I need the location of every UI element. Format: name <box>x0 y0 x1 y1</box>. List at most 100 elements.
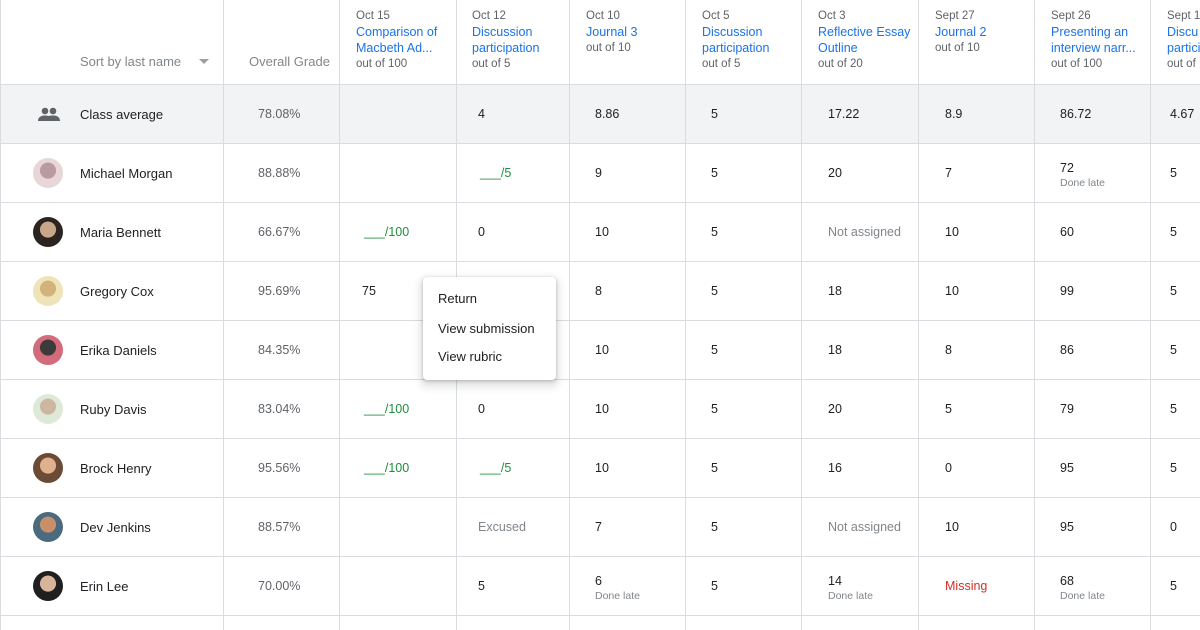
student-name[interactable]: Maria Bennett <box>80 225 161 240</box>
student-overall-grade: 95.69% <box>258 284 301 298</box>
grade-cell[interactable]: 10 <box>945 284 959 298</box>
grade-cell[interactable]: 5 <box>478 579 485 593</box>
menu-item-return[interactable]: Return <box>438 291 478 306</box>
assignment-date: Oct 12 <box>472 10 506 22</box>
grade-cell[interactable]: 5 <box>1170 579 1177 593</box>
student-avatar <box>33 335 63 365</box>
grade-cell[interactable]: 95 <box>1060 520 1074 534</box>
assignment-title-link[interactable]: Reflective Essay Outline <box>818 25 911 55</box>
student-avatar <box>33 217 63 247</box>
grade-cell[interactable]: 20 <box>828 166 842 180</box>
grade-cell[interactable]: 10 <box>945 225 959 239</box>
student-name[interactable]: Ruby Davis <box>80 402 147 417</box>
grade-cell[interactable]: 9 <box>595 166 602 180</box>
sort-dropdown[interactable]: Sort by last name <box>80 54 210 69</box>
assignment-title-link[interactable]: Discussion participation <box>472 25 540 55</box>
menu-item-view-rubric[interactable]: View rubric <box>438 349 503 364</box>
assignment-title-link[interactable]: Journal 3 <box>586 25 638 39</box>
grade-cell[interactable]: 10 <box>595 225 609 239</box>
assignment-title-link[interactable]: Presenting an interview narr... <box>1051 25 1136 55</box>
student-name[interactable]: Gregory Cox <box>80 284 154 299</box>
grade-cell[interactable]: 0 <box>478 225 485 239</box>
grade-cell[interactable]: 5 <box>1170 343 1177 357</box>
grade-cell[interactable]: 18 <box>828 284 842 298</box>
grade-cell[interactable]: 5 <box>1170 461 1177 475</box>
grade-cell[interactable]: ___/100 <box>364 225 409 239</box>
assignment-title-link[interactable]: Discu partici <box>1167 25 1200 55</box>
grade-value: 0 <box>478 402 485 416</box>
grade-cell[interactable]: 99 <box>1060 284 1074 298</box>
grade-cell[interactable]: 75 <box>362 284 376 298</box>
grade-cell[interactable]: 60 <box>1060 225 1074 239</box>
grade-cell[interactable]: 5 <box>711 343 718 357</box>
grade-cell[interactable]: 5 <box>1170 225 1177 239</box>
grade-cell[interactable]: 5 <box>711 402 718 416</box>
grade-cell[interactable]: ___/100 <box>364 461 409 475</box>
grade-cell[interactable]: ___/5 <box>480 461 511 475</box>
grade-cell[interactable]: 72 Done late <box>1060 161 1105 189</box>
assignment-points: out of 100 <box>1051 58 1103 70</box>
grade-cell[interactable]: 5 <box>711 579 718 593</box>
grade-cell[interactable]: 10 <box>945 520 959 534</box>
grade-cell[interactable]: 20 <box>828 402 842 416</box>
assignment-header: Oct 5 Discussion participation out of 5 <box>702 8 810 72</box>
assignment-points: out of 10 <box>586 42 631 54</box>
grade-cell[interactable]: 95 <box>1060 461 1074 475</box>
grade-cell[interactable]: 7 <box>945 166 952 180</box>
grade-cell[interactable]: 5 <box>1170 284 1177 298</box>
grade-cell[interactable]: 5 <box>711 461 718 475</box>
grade-cell[interactable]: 0 <box>945 461 952 475</box>
grade-cell[interactable]: 5 <box>711 284 718 298</box>
grade-cell[interactable]: 0 <box>478 402 485 416</box>
student-avatar <box>33 276 63 306</box>
grade-cell[interactable]: 0 <box>1170 520 1177 534</box>
grade-cell[interactable]: 79 <box>1060 402 1074 416</box>
missing-grade-cell[interactable]: Missing <box>945 579 987 593</box>
grade-cell[interactable]: 14 Done late <box>828 574 873 602</box>
menu-item-view-submission[interactable]: View submission <box>438 321 535 336</box>
class-average-cell: 5 <box>711 107 718 121</box>
grade-cell[interactable]: 5 <box>1170 402 1177 416</box>
grade-cell[interactable]: 10 <box>595 402 609 416</box>
grade-value: 10 <box>595 461 609 475</box>
assignment-points: out of 5 <box>472 58 511 70</box>
student-name[interactable]: Dev Jenkins <box>80 520 151 535</box>
grade-cell[interactable]: 68 Done late <box>1060 574 1105 602</box>
student-name[interactable]: Michael Morgan <box>80 166 173 181</box>
grade-cell[interactable]: Not assigned <box>828 520 901 534</box>
grade-cell[interactable]: Excused <box>478 520 526 534</box>
grade-value: 10 <box>595 402 609 416</box>
grade-cell[interactable]: 5 <box>945 402 952 416</box>
assignment-date: Oct 10 <box>586 10 620 22</box>
student-name[interactable]: Erin Lee <box>80 579 129 594</box>
grade-value: 5 <box>1170 402 1177 416</box>
class-average-cell: 8.9 <box>945 107 963 121</box>
grade-value: 5 <box>478 579 485 593</box>
assignment-title-link[interactable]: Comparison of Macbeth Ad... <box>356 25 438 55</box>
grade-cell[interactable]: 6 Done late <box>595 574 640 602</box>
grade-cell[interactable]: 5 <box>711 225 718 239</box>
grade-cell[interactable]: 16 <box>828 461 842 475</box>
grade-cell[interactable]: 8 <box>945 343 952 357</box>
grade-cell[interactable]: 10 <box>595 461 609 475</box>
assignment-header: Oct 12 Discussion participation out of 5 <box>472 8 580 72</box>
grade-cell[interactable]: ___/5 <box>480 166 511 180</box>
grade-cell[interactable]: 10 <box>595 343 609 357</box>
grade-cell[interactable]: 18 <box>828 343 842 357</box>
assignment-title-link[interactable]: Journal 2 <box>935 25 987 39</box>
assignment-title-link[interactable]: Discussion participation <box>702 25 770 55</box>
student-avatar <box>33 512 63 542</box>
student-name[interactable]: Erika Daniels <box>80 343 157 358</box>
grade-cell[interactable]: 5 <box>711 520 718 534</box>
grade-cell[interactable]: 8 <box>595 284 602 298</box>
grade-cell[interactable]: 86 <box>1060 343 1074 357</box>
grade-value: 5 <box>711 166 718 180</box>
grade-cell[interactable]: 5 <box>711 166 718 180</box>
grade-cell[interactable]: 5 <box>1170 166 1177 180</box>
grade-value: 5 <box>945 402 952 416</box>
grade-cell[interactable]: 7 <box>595 520 602 534</box>
student-name[interactable]: Brock Henry <box>80 461 152 476</box>
grade-cell[interactable]: Not assigned <box>828 225 901 239</box>
grade-cell[interactable]: ___/100 <box>364 402 409 416</box>
